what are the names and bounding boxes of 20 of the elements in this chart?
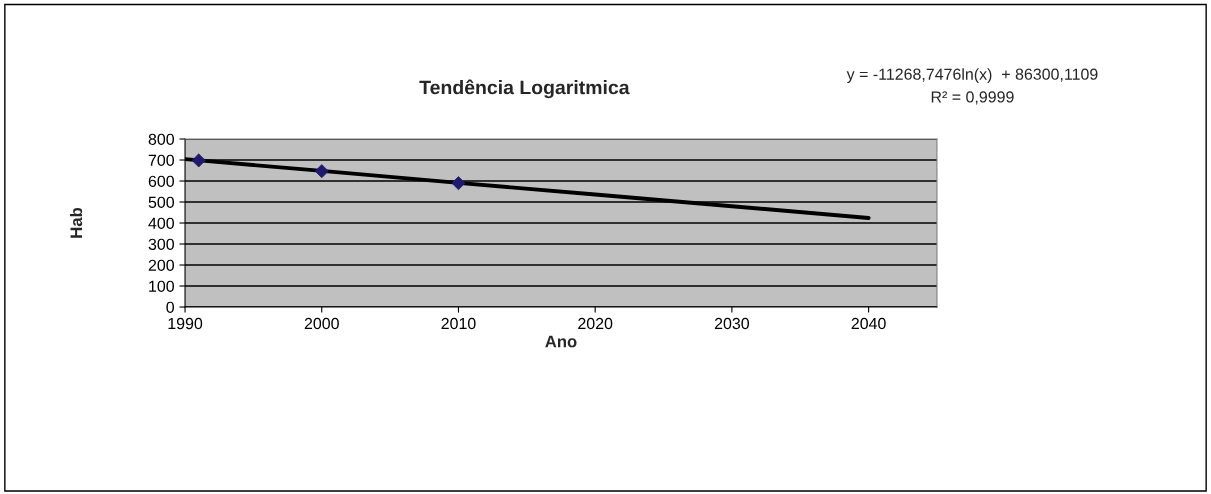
y-tick-label: 100 <box>149 280 174 292</box>
x-tick-label: 2010 <box>441 317 476 330</box>
y-tick-label: 500 <box>148 196 174 208</box>
x-tick-label: 1990 <box>168 317 203 330</box>
x-axis-title: Ano <box>545 335 577 348</box>
y-tick-label: 400 <box>148 217 174 229</box>
x-tick-label: 2020 <box>578 317 613 330</box>
x-tick-label: 2030 <box>714 317 750 330</box>
x-tick-label: 2040 <box>851 317 886 330</box>
y-tick-label: 200 <box>148 259 174 271</box>
text: R² = 0,9999 <box>931 91 1014 105</box>
text: y = -11268,7476ln(x) + 86300,1109 <box>846 68 1098 84</box>
y-tick-label: 300 <box>148 238 174 250</box>
y-tick-label: 700 <box>148 154 174 166</box>
y-tick-label: 0 <box>166 301 174 313</box>
y-axis-title: Hab <box>69 207 83 238</box>
chart-title: Tendência Logaritmica <box>419 79 630 99</box>
y-tick-label: 600 <box>148 175 174 187</box>
x-tick-label: 2000 <box>304 317 339 330</box>
y-tick-label: 800 <box>148 133 174 145</box>
